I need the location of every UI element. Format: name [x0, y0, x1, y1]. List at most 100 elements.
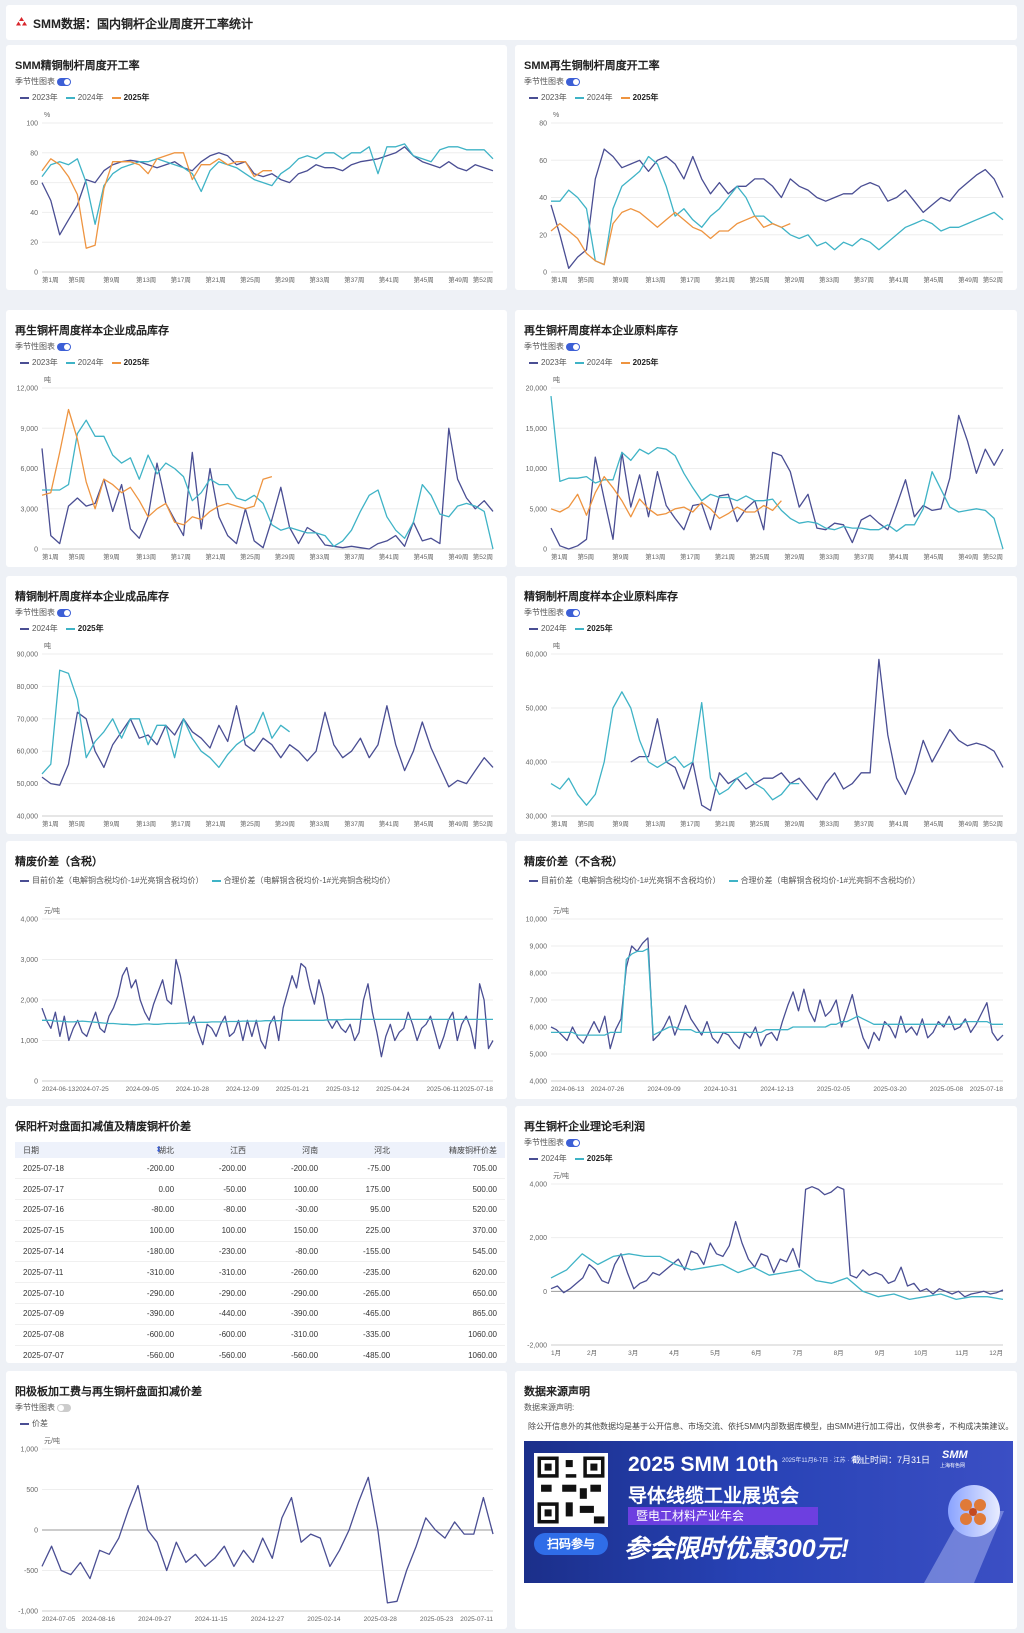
legend-item[interactable]: 2024年 — [65, 92, 104, 103]
legend-item[interactable]: 2025年 — [111, 92, 149, 103]
table-row: 2025-07-07 -560.00 -560.00 -560.00 -485.00 10… — [15, 1345, 505, 1363]
x-tick-label: 第1周 — [42, 819, 59, 828]
column-header: 湖北 — [110, 1142, 183, 1158]
x-tick-label: 第17周 — [171, 552, 191, 561]
legend-item[interactable]: 2023年 — [20, 92, 58, 103]
panel-title: 再生铜杆企业理论毛利润 — [524, 1121, 645, 1133]
legend-item[interactable]: 2023年 — [529, 357, 567, 368]
banner-title-line2: 导体线缆工业展览会 — [628, 1486, 800, 1507]
table-cell: -465.00 — [326, 1303, 399, 1325]
x-tick-label: 第29周 — [784, 275, 804, 284]
legend-item[interactable]: 2024年 — [20, 623, 58, 634]
legend-swatch-icon — [20, 627, 29, 630]
table-cell: 2025-07-17 — [15, 1178, 111, 1201]
chart-legend: 2023年 2024年 2025年 — [529, 357, 666, 368]
x-tick-label: 第21周 — [205, 552, 225, 561]
table-cell: -560.00 — [110, 1345, 183, 1363]
table-cell: -310.00 — [254, 1324, 327, 1346]
table-cell: 2025-07-18 — [15, 1158, 111, 1180]
legend-item[interactable]: 2023年 — [529, 92, 567, 103]
legend-item[interactable]: 2025年 — [620, 357, 658, 368]
legend-item[interactable]: 2025年 — [620, 92, 658, 103]
toggle-switch-icon[interactable] — [566, 342, 580, 351]
table-cell: -600.00 — [182, 1324, 255, 1346]
seasonal-toggle[interactable]: 季节性图表 — [524, 341, 580, 352]
table-row: 2025-07-11 -310.00 -310.00 -260.00 -235.00 62… — [15, 1261, 505, 1284]
x-tick-label: 第45周 — [923, 819, 943, 828]
legend-swatch-icon — [574, 96, 584, 99]
toggle-switch-icon[interactable] — [57, 77, 71, 86]
promo-banner[interactable]: 扫码参与 2025 SMM 10th 2025年11月6-7日 · 江苏 · 常… — [524, 1441, 1013, 1583]
x-tick-label: 第33周 — [309, 275, 329, 284]
legend-item[interactable]: 目前价差（电解铜含税均价-1#光亮铜不含税均价） — [529, 875, 721, 886]
toggle-switch-icon[interactable] — [566, 1138, 580, 1147]
series-line-1 — [551, 155, 1004, 266]
seasonal-toggle[interactable]: 季节性图表 — [524, 76, 580, 87]
toggle-switch-icon[interactable] — [566, 77, 580, 86]
legend-item[interactable]: 目前价差（电解铜含税均价-1#光亮铜含税均价） — [20, 875, 204, 886]
x-tick-label: 第37周 — [854, 275, 874, 284]
legend-swatch-icon — [111, 96, 121, 99]
banner-date: 2025年11月6-7日 · 江苏 · 常州 — [782, 1458, 863, 1464]
toggle-switch-icon[interactable] — [57, 608, 71, 617]
line-chart: 吨 30,000 40,000 50,000 60,000 第1周 第5周 第9周 第13周 第1… — [526, 641, 1004, 828]
table-cell: 2025-07-11 — [15, 1261, 111, 1284]
legend-item[interactable]: 2023年 — [20, 357, 58, 368]
legend-item[interactable]: 2025年 — [65, 623, 104, 634]
x-tick-label: 第9周 — [612, 819, 629, 828]
y-tick-label: 0 — [34, 547, 38, 554]
line-chart: % 0 20 40 60 80 第1周 第5周 第9周 第13周 第17周 第21周 第25周 第29周 第… — [539, 112, 1004, 284]
seasonal-toggle[interactable]: 季节性图表 — [15, 1402, 71, 1413]
legend-item[interactable]: 2024年 — [574, 92, 613, 103]
seasonal-toggle[interactable]: 季节性图表 — [524, 1137, 580, 1148]
x-tick-label: 第5周 — [577, 819, 594, 828]
y-tick-label: 40,000 — [17, 814, 39, 821]
line-chart: 吨 40,000 50,000 60,000 70,000 80,000 90,000 第1周… — [17, 641, 494, 828]
chart-legend: 2023年 2024年 2025年 — [20, 357, 157, 368]
legend-item[interactable]: 2024年 — [529, 623, 567, 634]
series-line-0 — [550, 1186, 1004, 1298]
column-header[interactable]: 日期⬍ — [15, 1142, 162, 1158]
legend-item[interactable]: 合理价差（电解铜含税均价-1#光亮铜含税均价） — [211, 875, 395, 886]
legend-item[interactable]: 2025年 — [574, 623, 613, 634]
x-tick-label: 第37周 — [344, 819, 364, 828]
legend-item[interactable]: 2025年 — [111, 357, 149, 368]
x-tick-label: 2024-06-13 — [551, 1086, 585, 1093]
table-cell: -290.00 — [182, 1282, 255, 1305]
table-cell: 100.00 — [254, 1178, 327, 1201]
x-tick-label: 2024-12-09 — [226, 1086, 260, 1093]
toggle-switch-icon[interactable] — [57, 342, 71, 351]
table-row: 2025-07-14 -180.00 -230.00 -80.00 -155.00 545… — [15, 1241, 505, 1263]
toggle-switch-icon[interactable] — [566, 608, 580, 617]
seasonal-toggle[interactable]: 季节性图表 — [524, 607, 580, 618]
legend-item[interactable]: 价差 — [20, 1418, 48, 1429]
legend-item[interactable]: 合理价差（电解铜含税均价-1#光亮铜不含税均价） — [728, 875, 920, 886]
legend-item[interactable]: 2024年 — [574, 357, 613, 368]
table-cell: 370.00 — [398, 1220, 505, 1242]
y-tick-label: 7,000 — [529, 998, 547, 1005]
x-tick-label: 2025-05-08 — [930, 1086, 964, 1093]
seasonal-toggle[interactable]: 季节性图表 — [15, 76, 71, 87]
seasonal-toggle[interactable]: 季节性图表 — [15, 341, 71, 352]
x-tick-label: 2024-10-28 — [176, 1086, 210, 1093]
table-cell: 2025-07-16 — [15, 1199, 111, 1221]
banner-promo: 参会限时优惠300元! — [624, 1535, 850, 1563]
legend-item[interactable]: 2025年 — [574, 1153, 613, 1164]
series-line-0 — [41, 1476, 494, 1604]
scan-join-button[interactable]: 扫码参与 — [534, 1533, 608, 1555]
y-tick-label: 6,000 — [529, 1025, 547, 1032]
legend-label: 2024年 — [541, 1154, 567, 1163]
toggle-switch-icon[interactable] — [57, 1403, 71, 1412]
qr-code-icon[interactable] — [534, 1453, 608, 1527]
legend-item[interactable]: 2024年 — [65, 357, 104, 368]
y-axis-unit: 吨 — [553, 641, 560, 650]
legend-item[interactable]: 2024年 — [529, 1153, 567, 1164]
seasonal-toggle[interactable]: 季节性图表 — [15, 607, 71, 618]
seasonal-toggle-label: 季节性图表 — [15, 608, 55, 617]
y-tick-label: 3,000 — [20, 957, 38, 964]
x-tick-label: 第49周 — [958, 552, 978, 561]
legend-swatch-icon — [20, 1422, 29, 1425]
panel-title: 再生铜杆周度样本企业原料库存 — [524, 325, 678, 337]
table-cell: -265.00 — [326, 1282, 399, 1305]
